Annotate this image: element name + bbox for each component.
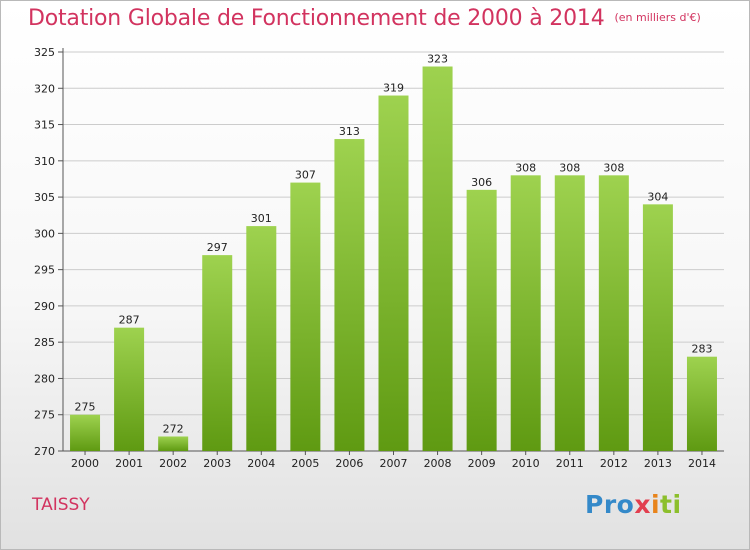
x-tick-label: 2013 [644,457,672,470]
x-tick-label: 2014 [688,457,716,470]
data-label: 272 [163,422,184,435]
logo-part-4: ti [660,490,682,519]
logo-part-1: Pro [585,490,635,519]
data-label: 307 [295,169,316,182]
chart-title-text: Dotation Globale de Fonctionnement de 20… [28,6,605,31]
y-tick-label: 285 [34,336,55,349]
chart-title: Dotation Globale de Fonctionnement de 20… [28,6,701,31]
data-label: 323 [427,53,448,66]
bar [70,414,101,451]
bar [510,175,541,451]
bar [334,139,365,451]
x-tick-label: 2008 [424,457,452,470]
bar [686,356,717,451]
data-label: 301 [251,212,272,225]
x-tick-label: 2003 [203,457,231,470]
bar [202,255,233,451]
bar [290,182,321,451]
commune-name: TAISSY [32,495,90,515]
y-tick-label: 325 [34,46,55,59]
bar [642,204,673,451]
bar [598,175,629,451]
y-tick-label: 270 [34,445,55,458]
x-tick-label: 2005 [291,457,319,470]
data-label: 304 [647,190,668,203]
y-tick-label: 305 [34,191,55,204]
x-tick-label: 2009 [468,457,496,470]
data-label: 297 [207,241,228,254]
bar [114,327,145,451]
x-tick-label: 2004 [247,457,275,470]
y-tick-label: 295 [34,264,55,277]
bar [246,226,277,451]
y-tick-label: 320 [34,82,55,95]
proxiti-logo: Proxiti [585,490,682,519]
x-tick-label: 2001 [115,457,143,470]
y-tick-label: 300 [34,227,55,240]
bar [422,66,453,451]
x-tick-label: 2007 [380,457,408,470]
x-tick-label: 2000 [71,457,99,470]
data-label: 308 [515,161,536,174]
logo-part-3: i [650,490,661,519]
bar [378,95,409,451]
data-label: 275 [75,401,96,414]
data-label: 308 [603,161,624,174]
x-tick-label: 2012 [600,457,628,470]
data-label: 287 [119,314,140,327]
bar [466,189,497,451]
y-tick-label: 275 [34,409,55,422]
y-tick-label: 315 [34,119,55,132]
data-label: 313 [339,125,360,138]
logo-part-2: x [634,490,651,519]
x-tick-label: 2010 [512,457,540,470]
y-tick-label: 310 [34,155,55,168]
data-label: 308 [559,161,580,174]
bar [554,175,585,451]
data-label: 283 [691,343,712,356]
y-tick-label: 280 [34,372,55,385]
x-tick-label: 2006 [335,457,363,470]
x-tick-label: 2002 [159,457,187,470]
chart-subtitle: (en milliers d'€) [614,11,701,24]
data-label: 319 [383,82,404,95]
bar [158,436,189,451]
y-tick-label: 290 [34,300,55,313]
data-label: 306 [471,176,492,189]
x-tick-label: 2011 [556,457,584,470]
